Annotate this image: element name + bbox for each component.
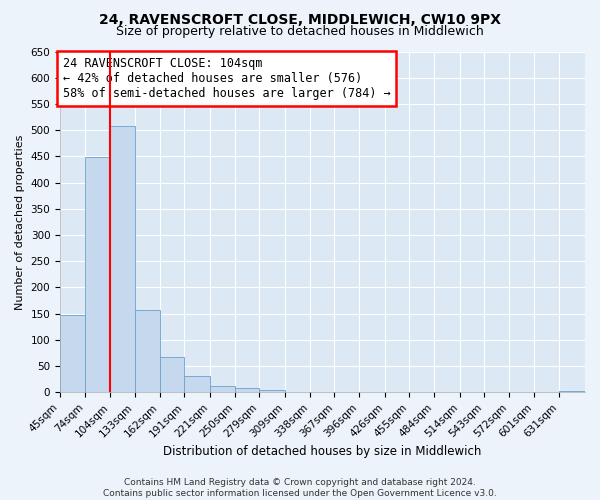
Bar bbox=[184, 376, 210, 392]
Text: Contains HM Land Registry data © Crown copyright and database right 2024.
Contai: Contains HM Land Registry data © Crown c… bbox=[103, 478, 497, 498]
Bar bbox=[559, 391, 585, 392]
Y-axis label: Number of detached properties: Number of detached properties bbox=[15, 134, 25, 310]
Text: 24 RAVENSCROFT CLOSE: 104sqm
← 42% of detached houses are smaller (576)
58% of s: 24 RAVENSCROFT CLOSE: 104sqm ← 42% of de… bbox=[62, 56, 391, 100]
Bar bbox=[160, 357, 184, 392]
Bar bbox=[110, 126, 135, 392]
Text: 24, RAVENSCROFT CLOSE, MIDDLEWICH, CW10 9PX: 24, RAVENSCROFT CLOSE, MIDDLEWICH, CW10 … bbox=[99, 12, 501, 26]
Bar bbox=[235, 388, 259, 392]
X-axis label: Distribution of detached houses by size in Middlewich: Distribution of detached houses by size … bbox=[163, 444, 482, 458]
Text: Size of property relative to detached houses in Middlewich: Size of property relative to detached ho… bbox=[116, 25, 484, 38]
Bar bbox=[135, 310, 160, 392]
Bar bbox=[259, 390, 285, 392]
Bar bbox=[210, 386, 235, 392]
Bar bbox=[60, 316, 85, 392]
Bar bbox=[85, 158, 110, 392]
